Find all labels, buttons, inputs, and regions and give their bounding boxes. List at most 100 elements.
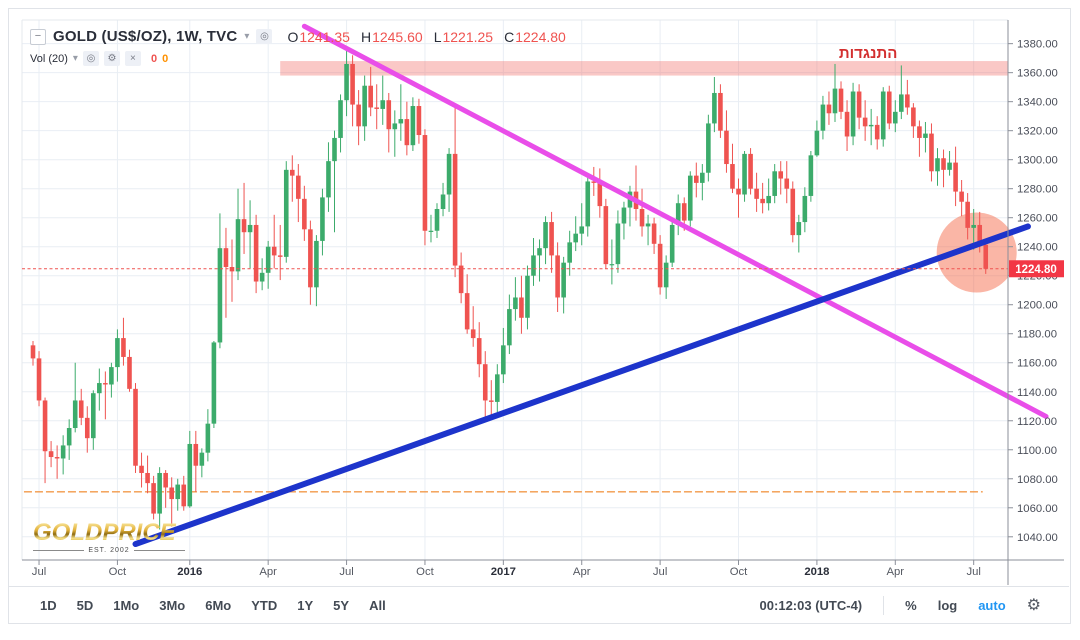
range-button-1mo[interactable]: 1Mo	[113, 597, 140, 613]
candle	[561, 262, 566, 298]
candle	[663, 262, 669, 288]
candle	[796, 222, 802, 236]
clock[interactable]: 00:12:03 (UTC-4)	[759, 597, 863, 613]
y-axis-label: 1200.00	[1017, 300, 1058, 312]
candle	[332, 137, 337, 162]
candle	[983, 244, 989, 269]
candle	[181, 484, 187, 507]
uptrend-line[interactable]	[132, 223, 1031, 548]
resistance-zone[interactable]	[280, 61, 1009, 76]
settings-icon[interactable]: ⚙	[103, 51, 120, 66]
highlight-circle[interactable]	[936, 212, 1017, 293]
x-axis-label: Jul	[653, 566, 667, 578]
candle	[115, 338, 120, 368]
x-axis-label: Apr	[259, 566, 277, 578]
range-button-ytd[interactable]: YTD	[251, 597, 278, 613]
candle	[929, 133, 934, 172]
candle	[941, 158, 946, 170]
range-button-1d[interactable]: 1D	[40, 597, 57, 613]
percent-scale-button[interactable]: %	[905, 597, 917, 613]
candle	[651, 223, 657, 244]
candle	[470, 329, 476, 339]
y-axis-label: 1120.00	[1017, 416, 1057, 428]
candle	[832, 88, 838, 114]
candle	[597, 182, 603, 207]
candle	[326, 161, 331, 198]
candle	[892, 111, 898, 124]
y-axis-label: 1140.00	[1017, 387, 1057, 399]
candle	[103, 383, 108, 385]
candle	[531, 255, 536, 276]
candle	[205, 423, 211, 453]
candle	[211, 342, 217, 424]
downtrend-line[interactable]	[301, 23, 1049, 419]
low-label: L	[433, 28, 442, 45]
candle	[675, 203, 681, 225]
chevron-down-icon[interactable]: ▾	[72, 53, 78, 64]
range-button-6mo[interactable]: 6Mo	[205, 597, 232, 613]
candle	[687, 175, 693, 221]
candle	[42, 400, 48, 452]
candle	[591, 181, 597, 183]
candle	[60, 445, 66, 459]
candle	[862, 117, 868, 127]
candle	[977, 224, 983, 246]
candle	[802, 195, 808, 223]
candle	[965, 201, 970, 228]
candle	[657, 243, 663, 288]
ohlc-readout: O 1241.35 H 1245.60 L 1221.25 C 1224.80	[287, 29, 565, 45]
candle	[935, 158, 940, 172]
symbol-title[interactable]: GOLD (US$/OZ), 1W, TVC	[53, 28, 238, 45]
y-axis-label: 1300.00	[1017, 155, 1058, 167]
x-axis-label: 2018	[804, 566, 829, 578]
log-scale-button[interactable]: log	[937, 597, 958, 613]
logo-wordmark: GOLDPRICE	[33, 521, 185, 545]
candle	[151, 483, 156, 514]
toolbar-divider	[883, 595, 885, 615]
candle	[217, 248, 223, 343]
candle	[766, 195, 771, 204]
candle	[856, 91, 862, 118]
candle	[127, 356, 132, 389]
y-axis-label: 1080.00	[1017, 474, 1058, 486]
gear-icon[interactable]: ⚙	[1026, 597, 1041, 614]
visibility-icon[interactable]: ◎	[256, 29, 273, 44]
logo-rule-left	[33, 550, 85, 551]
candle	[157, 472, 162, 514]
visibility-icon[interactable]: ◎	[82, 51, 99, 66]
candle	[669, 224, 675, 263]
low-value: 1221.25	[442, 28, 494, 45]
x-axis-label: Oct	[416, 566, 434, 578]
candle	[380, 100, 386, 109]
goldprice-logo: GOLDPRICE EST. 2002	[33, 521, 185, 554]
x-axis-label: Jul	[339, 566, 353, 578]
candle	[410, 106, 416, 146]
y-axis-label: 1340.00	[1017, 97, 1058, 109]
candle	[525, 275, 530, 318]
close-icon[interactable]: ×	[124, 51, 141, 66]
high-label: H	[360, 28, 372, 45]
range-button-1y[interactable]: 1Y	[297, 597, 314, 613]
candle	[706, 123, 711, 173]
candle	[880, 91, 886, 140]
range-button-5y[interactable]: 5Y	[333, 597, 350, 613]
candle	[886, 91, 892, 124]
candle	[247, 224, 253, 233]
candle	[826, 104, 832, 114]
chevron-down-icon[interactable]: ▾	[244, 31, 250, 42]
range-button-all[interactable]: All	[369, 597, 386, 613]
candle	[519, 297, 524, 318]
range-button-3mo[interactable]: 3Mo	[159, 597, 186, 613]
collapse-pane-icon[interactable]: −	[30, 28, 46, 45]
candle	[874, 124, 880, 140]
volume-label[interactable]: Vol (20)	[30, 52, 68, 65]
auto-scale-button[interactable]: auto	[978, 597, 1006, 613]
candle	[277, 255, 283, 257]
candle	[30, 345, 36, 359]
resistance-annotation-label[interactable]: התנגדות	[839, 45, 898, 62]
candle	[84, 417, 90, 439]
candle	[48, 451, 54, 458]
range-button-5d[interactable]: 5D	[76, 597, 94, 613]
